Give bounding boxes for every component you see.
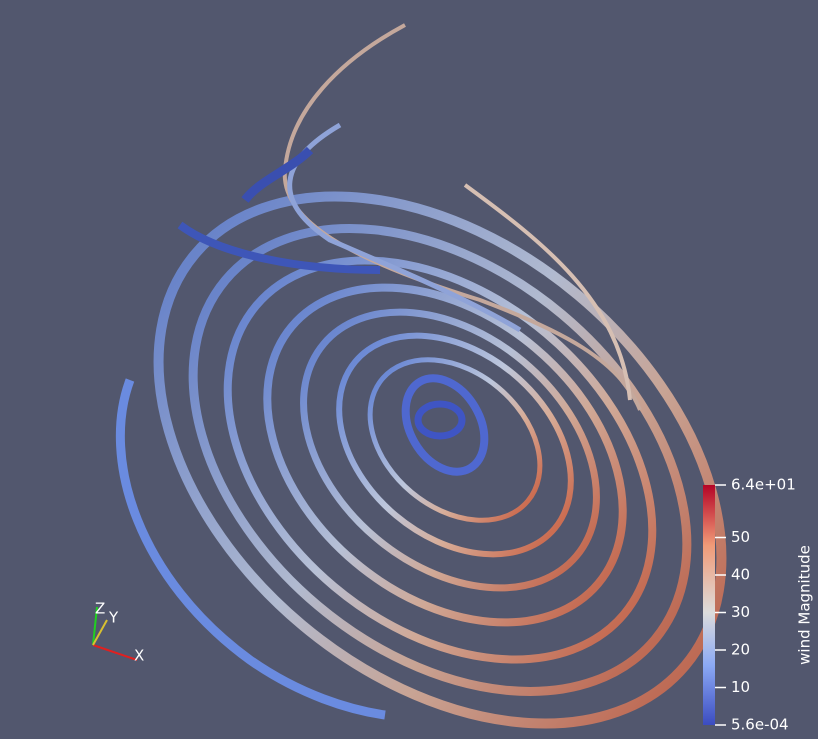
color-bar-title: wind Magnitude [796, 545, 814, 665]
z-axis-arrow [92, 606, 98, 646]
orientation-axes: X Y Z [92, 600, 144, 665]
color-bar-tick-label: 30 [731, 603, 750, 621]
color-bar-tick-label: 40 [731, 566, 750, 584]
color-bar-tick-label: 50 [731, 528, 750, 546]
color-bar-tick-label: 10 [731, 678, 750, 696]
color-bar-tick-label: 20 [731, 641, 750, 659]
y-axis-arrow [92, 619, 108, 646]
color-bar [703, 485, 715, 725]
color-bar-tick-label: 5.6e-04 [731, 716, 789, 734]
x-axis-label: X [134, 647, 144, 665]
x-axis-arrow [92, 644, 138, 661]
color-bar-tick-label: 6.4e+01 [731, 476, 796, 494]
z-axis-label: Z [95, 600, 105, 618]
streamlines [115, 23, 727, 729]
y-axis-label: Y [108, 609, 119, 627]
